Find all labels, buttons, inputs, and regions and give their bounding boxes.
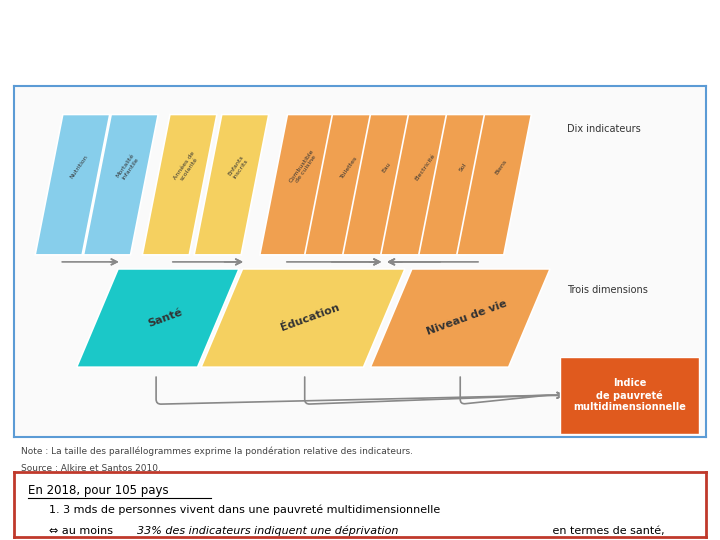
Text: L’Indice de pauvreté multidimensionnelle: L’Indice de pauvreté multidimensionnelle — [130, 29, 590, 51]
Text: Santé: Santé — [146, 307, 184, 329]
Text: Note : La taille des parallélogrammes exprime la pondération relative des indica: Note : La taille des parallélogrammes ex… — [22, 446, 413, 456]
Text: en termes de santé,: en termes de santé, — [549, 525, 665, 536]
Text: Source : Alkire et Santos 2010.: Source : Alkire et Santos 2010. — [22, 464, 161, 472]
Polygon shape — [143, 114, 217, 255]
Text: Enfants
inscrits: Enfants inscrits — [227, 154, 250, 180]
Polygon shape — [84, 114, 158, 255]
Polygon shape — [305, 114, 379, 255]
Polygon shape — [201, 269, 405, 367]
Polygon shape — [419, 114, 493, 255]
Text: Toilettes: Toilettes — [339, 155, 359, 179]
Text: ⇔ au moins: ⇔ au moins — [49, 525, 117, 536]
Text: En 2018, pour 105 pays: En 2018, pour 105 pays — [28, 484, 169, 497]
Text: Niveau de vie: Niveau de vie — [426, 299, 508, 338]
Text: Électricité: Électricité — [414, 153, 436, 181]
Polygon shape — [343, 114, 418, 255]
Text: Eau: Eau — [382, 161, 392, 173]
Text: 1. 3 mds de personnes vivent dans une pauvreté multidimensionnelle: 1. 3 mds de personnes vivent dans une pa… — [49, 505, 440, 515]
Polygon shape — [370, 269, 550, 367]
Text: Sol: Sol — [458, 162, 468, 172]
Text: Biens: Biens — [494, 159, 508, 176]
Polygon shape — [35, 114, 109, 255]
Text: 33% des indicateurs indiquent une déprivation: 33% des indicateurs indiquent une dépriv… — [138, 525, 399, 536]
Text: Nutrition: Nutrition — [69, 154, 89, 180]
Text: Combustible
de cuisine: Combustible de cuisine — [288, 148, 320, 186]
Text: Trois dimensions: Trois dimensions — [567, 285, 648, 295]
Text: Années de
scolarité: Années de scolarité — [173, 151, 200, 184]
Text: Mortalité
infantile: Mortalité infantile — [115, 152, 140, 182]
Polygon shape — [456, 114, 531, 255]
FancyBboxPatch shape — [560, 357, 698, 434]
Polygon shape — [76, 269, 239, 367]
Text: Éducation: Éducation — [279, 303, 341, 333]
Polygon shape — [194, 114, 269, 255]
Polygon shape — [260, 114, 334, 255]
Text: Indice
de pauvreté
multidimensionnelle: Indice de pauvreté multidimensionnelle — [573, 379, 686, 412]
Polygon shape — [381, 114, 455, 255]
Text: Dix indicateurs: Dix indicateurs — [567, 124, 641, 133]
